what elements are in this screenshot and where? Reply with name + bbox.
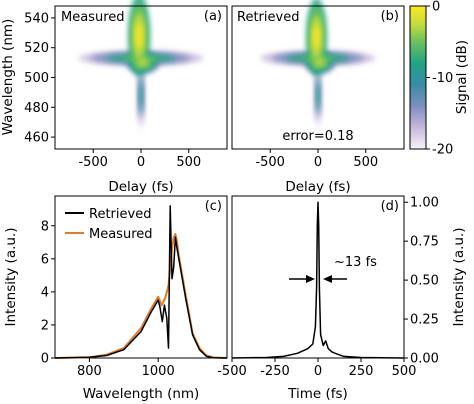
panel-a-ylabel: Wavelength (nm) [0, 19, 16, 136]
panel-c-xtick-label: 1000 [142, 364, 175, 379]
panel-d-lines [231, 201, 405, 359]
panel-d-xtick-label: 0 [314, 364, 322, 379]
heat-blob [316, 84, 320, 107]
series-measured [54, 233, 228, 359]
panel-d-xlabel: Time (fs) [287, 386, 348, 402]
series-retrieved [54, 205, 228, 359]
panel-d-ylabel: Intensity (a.u.) [451, 228, 467, 327]
legend-measured-label: Measured [89, 227, 153, 242]
panel-a-ytick-label: 520 [24, 41, 49, 56]
panel-c-ytick-label: 2 [41, 318, 49, 333]
colorbar-tick-label: -10 [432, 71, 453, 86]
heatmap-a-image [78, 0, 204, 133]
panel-a-xtick-label: 500 [176, 155, 201, 170]
panel-c-ticks: 800 1000 0 2 4 6 8 [41, 219, 175, 379]
panel-c-frame [54, 195, 228, 359]
panel-d-ytick-label: 0.50 [410, 274, 439, 289]
panel-c-ylabel: Intensity (a.u.) [3, 228, 19, 327]
panel-c-ytick-label: 4 [41, 285, 49, 300]
panel-c-ytick-label: 0 [41, 352, 49, 367]
heatmap-b-image [260, 0, 376, 131]
legend-retrieved-label: Retrieved [89, 207, 151, 222]
panel-a-xlabel: Delay (fs) [108, 179, 173, 195]
panel-a-ticks: -500 0 500 460 480 500 520 540 [24, 11, 201, 170]
panel-b-error: error=0.18 [282, 129, 353, 144]
colorbar-gradient [409, 5, 427, 150]
panel-d-ytick-label: 0.25 [410, 313, 439, 328]
panel-a-xtick-label: -500 [78, 155, 108, 170]
panel-c-xtick-label: 800 [77, 364, 102, 379]
heat-blob [135, 22, 143, 49]
panel-d-label: (d) [381, 199, 399, 214]
series-retrieved-time [231, 201, 405, 359]
panel-d-ytick-label: 1.00 [410, 196, 439, 211]
colorbar-label: Signal (dB) [454, 40, 470, 114]
panel-a-ytick-label: 480 [24, 101, 49, 116]
panel-b-xtick-label: 0 [314, 155, 322, 170]
panel-c-lines [54, 205, 228, 359]
panel-b-xtick-label: -500 [255, 155, 285, 170]
panel-a-ytick-label: 540 [24, 11, 49, 26]
colorbar-tick-label: 0 [432, 0, 440, 15]
panel-b-xlabel: Delay (fs) [285, 179, 350, 195]
panel-a-label: (a) [204, 9, 222, 24]
panel-d-ytick-label: 0.75 [410, 235, 439, 250]
heat-blob [137, 59, 149, 67]
panel-b: Retrieved (b) error=0.18 -500 0 500 Delay … [231, 0, 405, 195]
fwhm-arrowhead-left [306, 275, 315, 283]
panel-c-label: (c) [205, 199, 222, 214]
panel-b-title: Retrieved [237, 10, 299, 25]
panel-d-ytick-label: 0.00 [410, 352, 439, 367]
panel-b-ticks: -500 0 500 [255, 149, 378, 170]
panel-d-xtick-label: -500 [217, 364, 247, 379]
heat-blob [139, 83, 143, 108]
panel-d-xtick-label: -250 [260, 364, 290, 379]
panel-b-label: (b) [381, 9, 399, 24]
panel-a-ytick-label: 460 [24, 131, 49, 146]
panel-c: 800 1000 0 2 4 6 8 (c) Retrieved Measured Wave… [3, 195, 228, 402]
panel-a-ytick-label: 500 [24, 71, 49, 86]
panel-c-ytick-label: 8 [41, 219, 49, 234]
panel-d-xtick-label: 500 [392, 364, 417, 379]
colorbar-ticks: 0 -10 -20 [426, 0, 453, 158]
colorbar: 0 -10 -20 Signal (dB) [409, 0, 470, 158]
panel-c-ytick-label: 6 [41, 252, 49, 267]
fwhm-arrowhead-right [323, 275, 332, 283]
panel-d-xtick-label: 250 [349, 364, 374, 379]
fwhm-arrows [289, 275, 347, 283]
panel-c-xlabel: Wavelength (nm) [83, 386, 200, 402]
panel-a-xtick-label: 0 [137, 155, 145, 170]
colorbar-tick-label: -20 [432, 143, 453, 158]
panel-c-legend: Retrieved Measured [65, 207, 153, 242]
heat-blob [313, 24, 320, 50]
panel-b-xtick-label: 500 [353, 155, 378, 170]
panel-a: Measured (a) -500 0 500 460 480 500 520 540 Del… [0, 0, 228, 195]
heat-blob [314, 59, 325, 67]
panel-a-title: Measured [61, 10, 125, 25]
fwhm-label: ~13 fs [334, 255, 377, 270]
